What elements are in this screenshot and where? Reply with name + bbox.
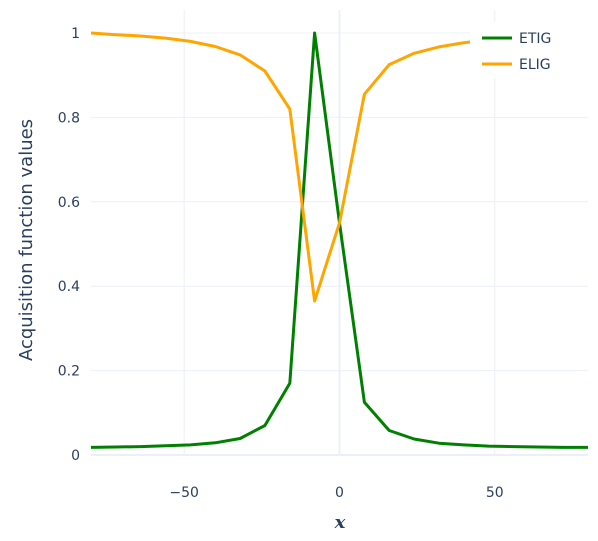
y-tick-label: 0.2 bbox=[58, 364, 80, 380]
x-tick-label: 0 bbox=[335, 485, 344, 501]
legend-label-etig: ETIG bbox=[519, 31, 551, 47]
legend: ETIG ELIG bbox=[470, 22, 588, 78]
legend-label-elig: ELIG bbox=[519, 57, 551, 73]
y-tick-label: 0.4 bbox=[58, 279, 80, 295]
x-tick-label: −50 bbox=[169, 485, 199, 501]
y-tick-label: 0.6 bbox=[58, 195, 80, 211]
y-tick-label: 0 bbox=[71, 448, 80, 464]
y-axis-ticks: 0 0.2 0.4 0.6 0.8 1 bbox=[58, 26, 80, 464]
y-axis-label: Acquisition function values bbox=[16, 119, 37, 361]
x-axis-ticks: −50 0 50 bbox=[169, 485, 503, 501]
x-tick-label: 50 bbox=[486, 485, 504, 501]
y-tick-label: 0.8 bbox=[58, 110, 80, 126]
x-axis-label: x bbox=[334, 512, 346, 533]
legend-background bbox=[470, 22, 588, 78]
y-tick-label: 1 bbox=[71, 26, 80, 42]
